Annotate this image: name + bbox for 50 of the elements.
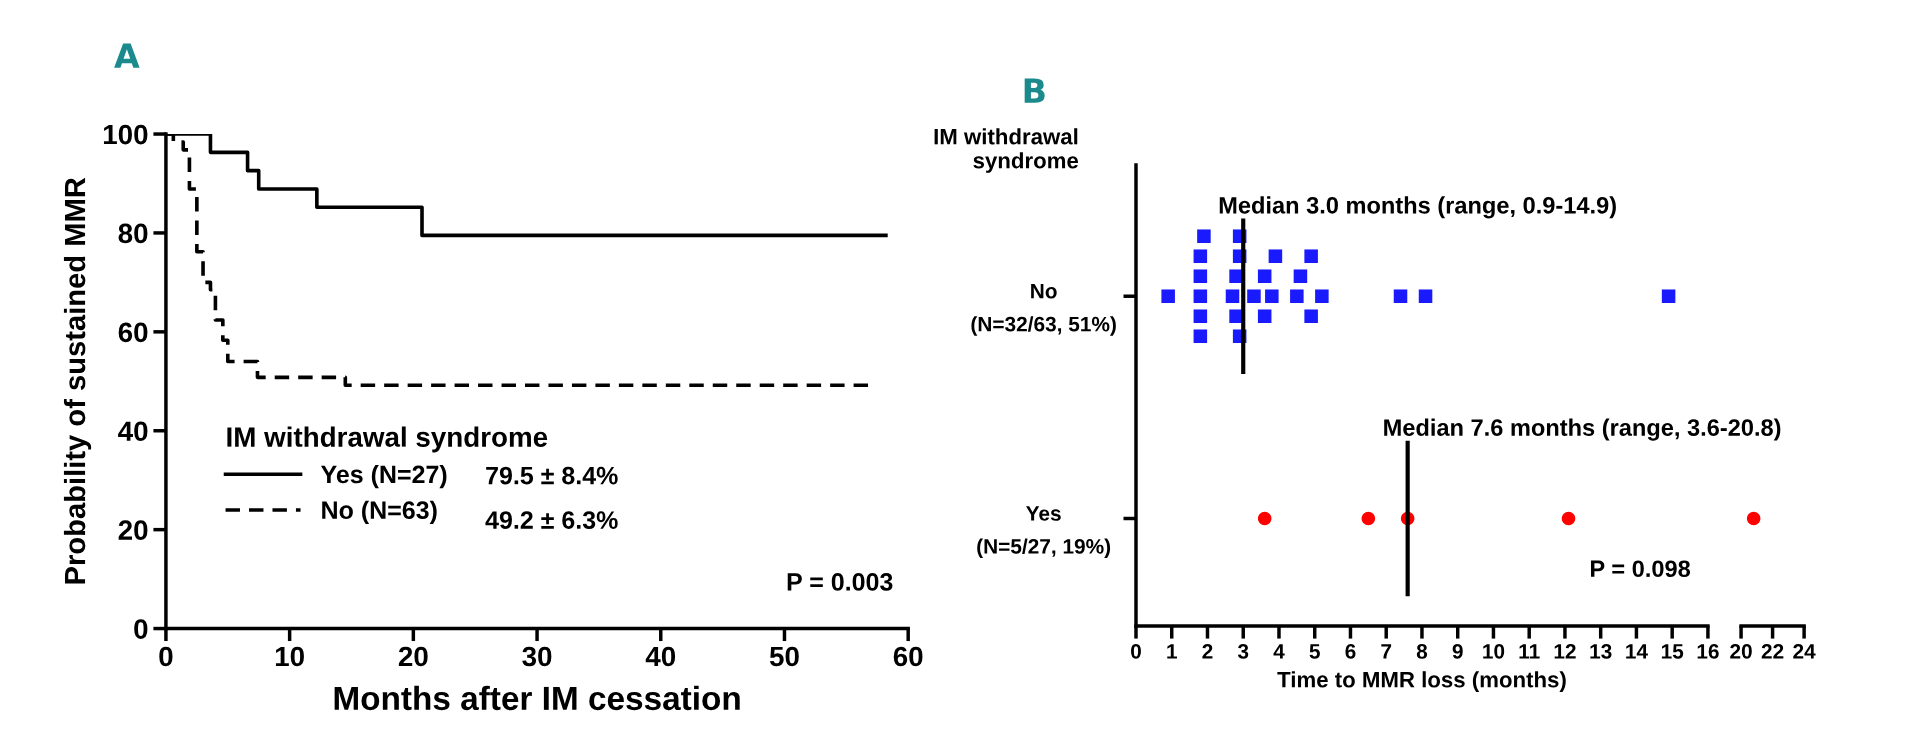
- x-tick-label: 22: [1761, 643, 1784, 659]
- x-tick-label: 2: [1202, 643, 1213, 659]
- x-tick-label: 10: [1483, 643, 1505, 659]
- chart-title: B: [1024, 78, 1045, 103]
- x-tick-label: 14: [1626, 644, 1648, 659]
- x-tick-label: 8: [1416, 643, 1428, 659]
- x-tick-label: 20: [398, 646, 428, 667]
- y-tick-label: 20: [118, 520, 148, 540]
- x-tick-label: 40: [645, 646, 676, 667]
- y-tick-label: No (N=32/63, 51%): [971, 283, 1116, 336]
- x-axis-title: Months after IM cessation: [334, 685, 740, 711]
- x-tick-label: 7: [1381, 644, 1392, 659]
- x-tick-label: 13: [1590, 643, 1612, 659]
- x-tick-label: 9: [1452, 643, 1463, 659]
- y-tick-label: 60: [118, 322, 148, 343]
- x-tick-label: 50: [769, 646, 799, 667]
- x-tick-label: 0: [1131, 643, 1141, 659]
- x-axis-title: Time to MMR loss (months): [1277, 671, 1566, 692]
- chart-title: A: [114, 43, 140, 68]
- x-tick-label: 12: [1554, 643, 1576, 659]
- y-tick-label: 80: [118, 223, 148, 244]
- annotation: 79.5 ± 8.4%: [486, 466, 618, 485]
- y-tick-label: 100: [103, 124, 148, 145]
- x-tick-label: 5: [1309, 644, 1320, 659]
- x-tick-label: 20: [1730, 643, 1752, 659]
- x-tick-label: 6: [1345, 643, 1356, 659]
- annotation: P = 0.098: [1591, 560, 1691, 578]
- x-tick-label: 30: [522, 646, 552, 667]
- annotation: 49.2 ± 6.3%: [485, 511, 618, 529]
- x-tick-label: 4: [1273, 644, 1285, 659]
- ref-line-label: Median 3.0 months (range, 0.9-14.9): [1219, 196, 1616, 219]
- annotation: P = 0.003: [787, 573, 893, 591]
- y-tick-label: 40: [118, 421, 148, 442]
- legend-label: No (N=63): [322, 500, 437, 524]
- x-tick-label: 24: [1793, 643, 1816, 659]
- x-tick-label: 10: [275, 646, 304, 667]
- x-tick-label: 16: [1697, 643, 1719, 659]
- y-tick-label: 0: [134, 619, 148, 639]
- y-axis-title: IM withdrawal syndrome: [934, 128, 1079, 173]
- legend-title: IM withdrawal syndrome: [227, 426, 548, 453]
- x-tick-label: 15: [1661, 644, 1684, 659]
- y-axis-title: Probability of sustained MMR: [63, 177, 92, 584]
- x-tick-label: 1: [1167, 644, 1177, 659]
- ref-line-label: Median 7.6 months (range, 3.6-20.8): [1384, 418, 1781, 441]
- x-tick-label: 3: [1237, 643, 1249, 659]
- x-tick-label: 11: [1519, 644, 1540, 659]
- x-tick-label: 0: [159, 646, 173, 667]
- x-tick-label: 60: [893, 646, 923, 667]
- y-tick-label: Yes (N=5/27, 19%): [977, 506, 1111, 558]
- legend-label: Yes (N=27): [320, 464, 447, 489]
